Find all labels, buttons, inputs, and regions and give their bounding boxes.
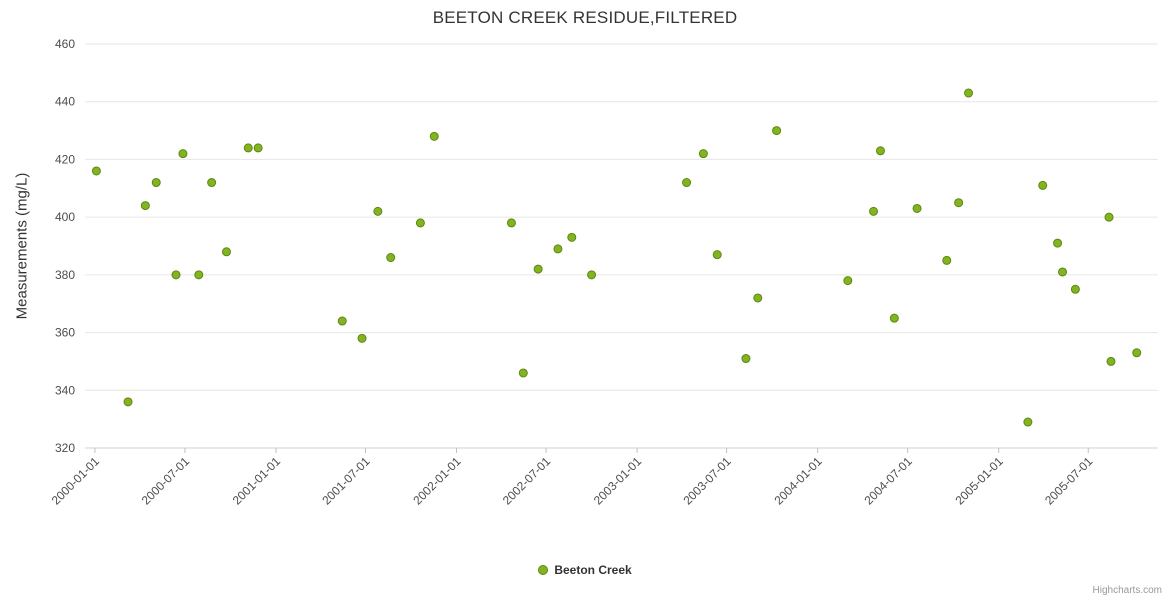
data-point[interactable] [373,206,383,216]
y-tick-label: 460 [55,37,75,51]
legend-marker-icon [538,565,549,575]
x-tick-label: 2002-07-01 [500,454,554,508]
data-point[interactable] [178,149,188,159]
data-point[interactable] [567,232,577,242]
x-tick-label: 2003-01-01 [591,454,645,508]
legend: Beeton Creek [0,563,1170,577]
data-point[interactable] [1058,267,1068,277]
data-point[interactable] [912,203,922,213]
data-point[interactable] [1070,284,1080,294]
y-tick-label: 340 [55,383,75,397]
highcharts-credit[interactable]: Highcharts.com [1092,585,1162,596]
data-point[interactable] [518,368,528,378]
y-tick-label: 360 [55,326,75,340]
data-point[interactable] [415,218,425,228]
x-tick-label: 2005-01-01 [953,454,1007,508]
data-point[interactable] [1132,348,1142,358]
data-point[interactable] [221,247,231,257]
legend-label: Beeton Creek [554,563,632,577]
data-point[interactable] [753,293,763,303]
data-point[interactable] [357,333,367,343]
data-point[interactable] [123,397,133,407]
y-tick-label: 420 [55,152,75,166]
data-point[interactable] [875,146,885,156]
data-point[interactable] [869,206,879,216]
data-point[interactable] [712,250,722,260]
y-tick-label: 440 [55,95,75,109]
data-point[interactable] [772,126,782,136]
data-point[interactable] [429,131,439,141]
x-tick-label: 2000-07-01 [139,454,193,508]
x-tick-label: 2005-07-01 [1042,454,1096,508]
x-tick-label: 2002-01-01 [410,454,464,508]
data-point[interactable] [243,143,253,153]
data-point[interactable] [1023,417,1033,427]
data-point[interactable] [553,244,563,254]
data-point[interactable] [942,255,952,265]
data-point[interactable] [386,253,396,263]
y-tick-label: 320 [55,441,75,455]
x-tick-label: 2000-01-01 [49,454,103,508]
data-point[interactable] [1053,238,1063,248]
data-point[interactable] [1038,180,1048,190]
data-point[interactable] [1106,356,1116,366]
data-point[interactable] [533,264,543,274]
y-tick-label: 380 [55,268,75,282]
data-point[interactable] [171,270,181,280]
x-tick-label: 2003-07-01 [680,454,734,508]
data-point[interactable] [337,316,347,326]
legend-item-beeton-creek[interactable]: Beeton Creek [538,563,632,577]
data-point[interactable] [194,270,204,280]
x-tick-label: 2004-01-01 [771,454,825,508]
data-point[interactable] [506,218,516,228]
data-point[interactable] [140,201,150,211]
data-point[interactable] [889,313,899,323]
x-tick-label: 2001-07-01 [319,454,373,508]
data-point[interactable] [587,270,597,280]
y-tick-label: 400 [55,210,75,224]
data-point[interactable] [151,178,161,188]
data-point[interactable] [741,354,751,364]
data-point[interactable] [207,178,217,188]
data-point[interactable] [843,276,853,286]
data-point[interactable] [1104,212,1114,222]
data-point[interactable] [698,149,708,159]
data-point[interactable] [964,88,974,98]
data-point[interactable] [91,166,101,176]
data-point[interactable] [954,198,964,208]
x-tick-label: 2004-07-01 [861,454,915,508]
chart-title: BEETON CREEK RESIDUE,FILTERED [432,8,738,27]
x-tick-label: 2001-01-01 [230,454,284,508]
data-point[interactable] [253,143,263,153]
data-point[interactable] [682,178,692,188]
